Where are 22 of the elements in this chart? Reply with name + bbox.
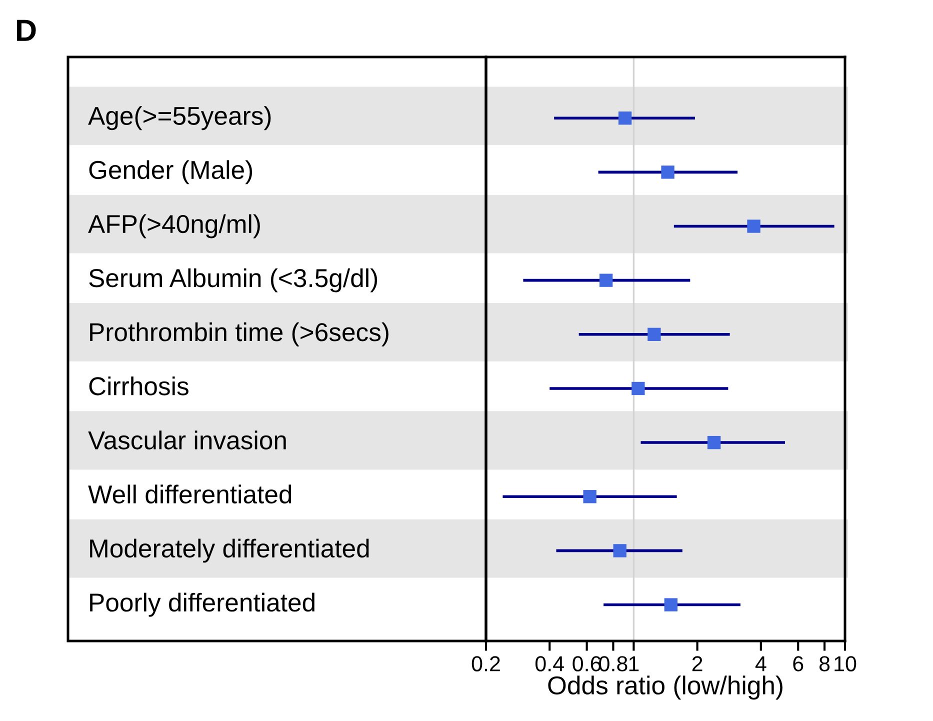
x-tick-label: 0.6: [572, 656, 601, 672]
x-tick-label: 0.8: [599, 656, 628, 672]
text: D: [17, 20, 36, 41]
y-tick-label: Moderately differentiated: [90, 538, 369, 563]
y-tick-label: Age(>=55years): [88, 106, 271, 130]
x-tick-label: 4: [755, 656, 766, 672]
y-tick-label: Well differentiated: [88, 484, 292, 504]
x-tick-label: 2: [692, 656, 702, 672]
x-tick-label: 6: [793, 656, 804, 672]
y-tick-label: Serum Albumin (<3.5g/dl): [89, 268, 378, 292]
x-tick-label: 0.2: [472, 656, 500, 672]
y-tick-label: Prothrombin time (>6secs): [90, 322, 388, 346]
x-tick-label: 0.4: [535, 656, 564, 672]
y-tick-label: Poorly differentiated: [90, 592, 314, 617]
y-tick-label: AFP(>40ng/ml): [88, 214, 260, 238]
x-axis-title: Odds ratio (low/high): [548, 676, 782, 700]
x-tick-label: 8: [819, 656, 830, 672]
y-tick-label: Cirrhosis: [89, 376, 188, 396]
x-tick-label: 10: [834, 656, 856, 672]
y-tick-label: Vascular invasion: [88, 430, 286, 450]
y-tick-label: Gender (Male): [89, 160, 252, 184]
x-tick-label: 1: [629, 656, 639, 672]
